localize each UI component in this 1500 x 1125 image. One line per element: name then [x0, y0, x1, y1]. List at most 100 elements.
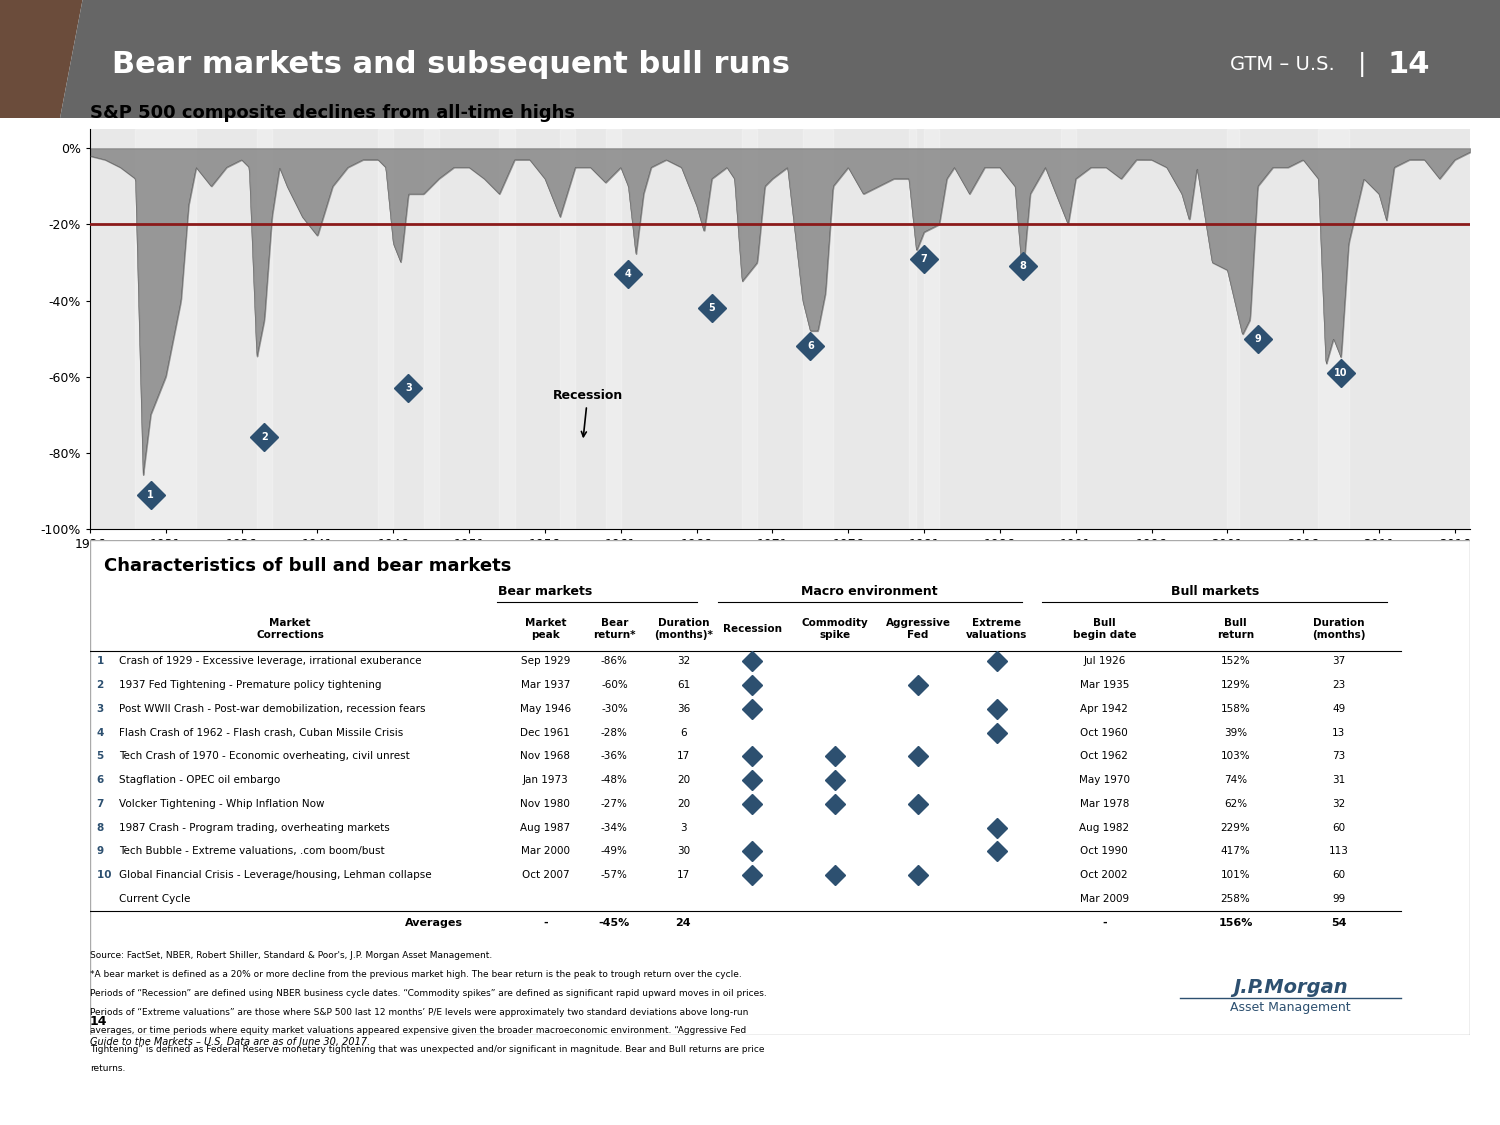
Text: 14: 14: [1388, 51, 1429, 80]
Text: 1937 Fed Tightening - Premature policy tightening: 1937 Fed Tightening - Premature policy t…: [118, 680, 381, 690]
Text: -: -: [543, 918, 548, 928]
Bar: [90, 863, 1401, 886]
Text: -30%: -30%: [602, 704, 628, 713]
Text: -57%: -57%: [602, 870, 628, 880]
Text: 129%: 129%: [1221, 680, 1251, 690]
Text: 3: 3: [680, 822, 687, 832]
Text: Global Financial Crisis - Leverage/housing, Lehman collapse: Global Financial Crisis - Leverage/housi…: [118, 870, 432, 880]
Text: 36: 36: [676, 704, 690, 713]
Text: Mar 1935: Mar 1935: [1080, 680, 1130, 690]
Text: |: |: [1358, 53, 1366, 78]
Text: Crash of 1929 - Excessive leverage, irrational exuberance: Crash of 1929 - Excessive leverage, irra…: [118, 656, 422, 666]
Text: Oct 2002: Oct 2002: [1080, 870, 1128, 880]
Text: 113: 113: [1329, 846, 1348, 856]
Text: *A bear market is defined as a 20% or more decline from the previous market high: *A bear market is defined as a 20% or mo…: [90, 970, 741, 979]
Text: 30: 30: [676, 846, 690, 856]
Text: Bear markets: Bear markets: [498, 585, 592, 598]
Text: Duration
(months): Duration (months): [1312, 619, 1365, 640]
Bar: [1227, 129, 1239, 529]
Text: 20: 20: [676, 775, 690, 785]
Text: Bull
begin date: Bull begin date: [1072, 619, 1136, 640]
Text: Source: FactSet, NBER, Robert Shiller, Standard & Poor's, J.P. Morgan Asset Mana: Source: FactSet, NBER, Robert Shiller, S…: [90, 951, 492, 960]
Text: Mar 1937: Mar 1937: [520, 680, 570, 690]
Text: Mar 1978: Mar 1978: [1080, 799, 1130, 809]
FancyBboxPatch shape: [90, 540, 1470, 1035]
Text: 20: 20: [676, 799, 690, 809]
Text: Oct 1962: Oct 1962: [1080, 752, 1128, 762]
Text: 23: 23: [1332, 680, 1346, 690]
Bar: [90, 886, 1401, 911]
Text: 101%: 101%: [1221, 870, 1250, 880]
Text: Recession: Recession: [552, 389, 622, 436]
Text: -36%: -36%: [602, 752, 628, 762]
Text: 229%: 229%: [1221, 822, 1251, 832]
Bar: [90, 911, 1401, 935]
Bar: [378, 129, 393, 529]
Text: 73: 73: [1332, 752, 1346, 762]
Text: -45%: -45%: [598, 918, 630, 928]
Bar: [606, 129, 621, 529]
Text: 9: 9: [1254, 334, 1262, 343]
Text: Periods of “Extreme valuations” are those where S&P 500 last 12 months’ P/E leve: Periods of “Extreme valuations” are thos…: [90, 1008, 748, 1017]
Text: 1987 Crash - Program trading, overheating markets: 1987 Crash - Program trading, overheatin…: [118, 822, 390, 832]
Text: Bear
return*: Bear return*: [592, 619, 636, 640]
Text: Dec 1961: Dec 1961: [520, 728, 570, 738]
Text: 7: 7: [98, 799, 108, 809]
Text: Nov 1980: Nov 1980: [520, 799, 570, 809]
Text: 10: 10: [98, 870, 116, 880]
Text: May 1970: May 1970: [1078, 775, 1130, 785]
Text: Bull markets: Bull markets: [1170, 585, 1258, 598]
Text: 17: 17: [676, 752, 690, 762]
Bar: [90, 839, 1401, 863]
Text: 32: 32: [1332, 799, 1346, 809]
Bar: [90, 768, 1401, 792]
Text: averages, or time periods where equity market valuations appeared expensive give: averages, or time periods where equity m…: [90, 1026, 747, 1035]
Text: Oct 1960: Oct 1960: [1080, 728, 1128, 738]
Text: Aggressive
Fed: Aggressive Fed: [885, 619, 951, 640]
Bar: [90, 696, 1401, 721]
Text: 4: 4: [98, 728, 108, 738]
Bar: [90, 792, 1401, 816]
Text: 6: 6: [807, 341, 813, 351]
Text: 6: 6: [98, 775, 108, 785]
Text: 17: 17: [676, 870, 690, 880]
Text: -49%: -49%: [602, 846, 628, 856]
Text: Duration
(months)*: Duration (months)*: [654, 619, 712, 640]
Text: Equities: Equities: [20, 536, 38, 618]
Text: -34%: -34%: [602, 822, 628, 832]
Text: Aug 1982: Aug 1982: [1078, 822, 1130, 832]
Text: 49: 49: [1332, 704, 1346, 713]
Text: Macro environment: Macro environment: [801, 585, 938, 598]
Text: Tech Crash of 1970 - Economic overheating, civil unrest: Tech Crash of 1970 - Economic overheatin…: [118, 752, 410, 762]
Bar: [500, 129, 514, 529]
Bar: [924, 129, 939, 529]
Text: 14: 14: [90, 1015, 108, 1027]
Text: 24: 24: [675, 918, 692, 928]
Text: 3: 3: [405, 382, 412, 393]
Text: 5: 5: [708, 303, 716, 313]
Text: 8: 8: [1019, 261, 1026, 271]
Bar: [90, 673, 1401, 696]
Text: 8: 8: [98, 822, 108, 832]
Text: Periods of “Recession” are defined using NBER business cycle dates. “Commodity s: Periods of “Recession” are defined using…: [90, 989, 766, 998]
Text: -28%: -28%: [602, 728, 628, 738]
Text: -: -: [1102, 918, 1107, 928]
Text: Stagflation - OPEC oil embargo: Stagflation - OPEC oil embargo: [118, 775, 280, 785]
Text: Volcker Tightening - Whip Inflation Now: Volcker Tightening - Whip Inflation Now: [118, 799, 324, 809]
Text: Aug 1987: Aug 1987: [520, 822, 570, 832]
Bar: [90, 745, 1401, 768]
Text: Bear markets and subsequent bull runs: Bear markets and subsequent bull runs: [112, 51, 790, 80]
Text: Market
peak: Market peak: [525, 619, 566, 640]
Text: 3: 3: [98, 704, 108, 713]
Text: Asset Management: Asset Management: [1230, 1001, 1352, 1015]
Polygon shape: [0, 0, 82, 118]
Text: -48%: -48%: [602, 775, 628, 785]
Text: Mar 2009: Mar 2009: [1080, 894, 1130, 903]
Text: 31: 31: [1332, 775, 1346, 785]
Text: Commodity
spike: Commodity spike: [802, 619, 868, 640]
Text: 5: 5: [98, 752, 108, 762]
Text: 417%: 417%: [1221, 846, 1251, 856]
Text: Tech Bubble - Extreme valuations, .com boom/bust: Tech Bubble - Extreme valuations, .com b…: [118, 846, 384, 856]
Text: Tightening” is defined as Federal Reserve monetary tightening that was unexpecte: Tightening” is defined as Federal Reserv…: [90, 1045, 765, 1054]
Text: Oct 2007: Oct 2007: [522, 870, 568, 880]
